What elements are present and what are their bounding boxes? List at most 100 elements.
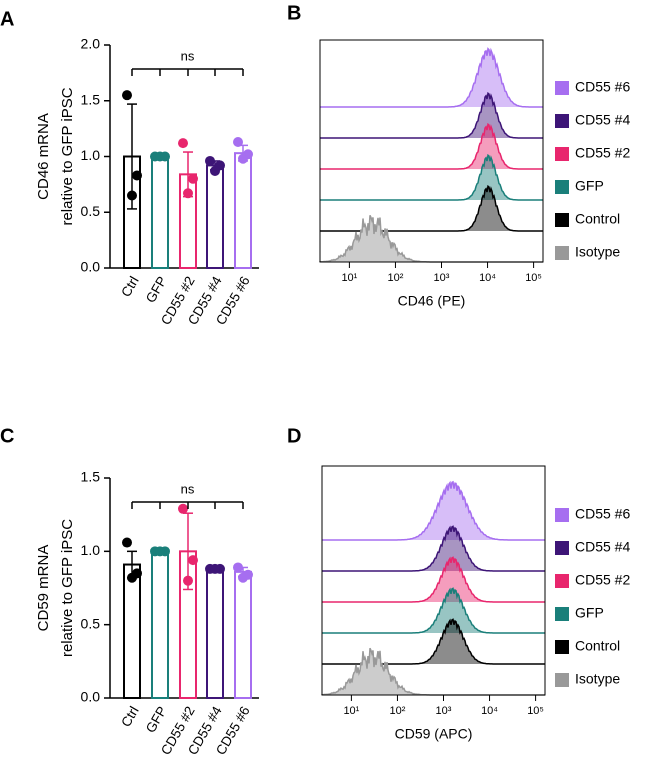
bar (234, 152, 252, 269)
histogram-fill (322, 481, 545, 540)
histogram-outline (322, 587, 545, 634)
histogram-outline (322, 480, 545, 541)
panel-label: B (287, 2, 301, 24)
data-point (210, 165, 220, 176)
legend-swatch (555, 114, 569, 128)
annotation: ns (181, 481, 195, 496)
histogram-fill (322, 648, 545, 695)
legend-swatch (555, 541, 569, 555)
y-tick-label: 0.5 (81, 615, 101, 631)
y-tick-label: 0.5 (81, 203, 101, 219)
legend-label: CD55 #4 (575, 112, 630, 128)
histogram-outline (320, 153, 543, 201)
legend-swatch (555, 147, 569, 161)
data-point (178, 503, 188, 514)
histogram-fill (320, 186, 543, 231)
x-tick-label: 10⁵ (525, 272, 542, 284)
annotation: ns (181, 48, 195, 63)
plot-frame (321, 465, 546, 696)
legend-swatch (555, 673, 569, 687)
legend-label: Control (575, 211, 620, 227)
y-axis-label: CD59 mRNA (35, 545, 52, 632)
data-point (155, 151, 165, 162)
x-tick-label: 10⁵ (527, 705, 544, 717)
data-point (210, 563, 220, 574)
data-point (127, 190, 137, 201)
data-point (188, 173, 198, 184)
histogram-fill (320, 124, 543, 169)
y-tick-label: 1.0 (81, 147, 101, 163)
histogram-outline (320, 122, 543, 170)
x-axis-label: CD59 (APC) (395, 726, 473, 742)
histogram-outline (320, 184, 543, 232)
histogram-fill (320, 215, 543, 262)
x-tick-label: GFP (143, 274, 170, 306)
histogram-fill (320, 155, 543, 200)
panel-label: D (287, 425, 301, 447)
legend-swatch (555, 508, 569, 522)
y-axis-label: CD46 mRNA (35, 113, 52, 200)
legend-swatch (555, 574, 569, 588)
panel-label: A (0, 8, 14, 30)
histogram-outline (320, 47, 543, 108)
bar (123, 563, 141, 699)
y-tick-label: 2.0 (81, 36, 101, 52)
data-point (132, 170, 142, 181)
legend-label: CD55 #2 (575, 145, 630, 161)
x-tick-label: 10¹ (343, 705, 359, 717)
bar (151, 550, 169, 699)
legend-label: GFP (575, 605, 604, 621)
histogram-outline (322, 618, 545, 665)
legend-label: CD55 #6 (575, 506, 630, 522)
legend-label: CD55 #6 (575, 79, 630, 95)
histogram-fill (320, 48, 543, 107)
bar (234, 570, 252, 699)
x-tick-label: GFP (143, 704, 170, 736)
bar (206, 567, 224, 700)
legend-label: Control (575, 638, 620, 654)
x-tick-label: 10² (389, 705, 405, 717)
data-point (238, 153, 248, 164)
data-point (122, 537, 132, 548)
data-point (188, 555, 198, 566)
legend-swatch (555, 81, 569, 95)
legend-swatch (555, 180, 569, 194)
data-point (238, 572, 248, 583)
histogram-outline (320, 91, 543, 139)
data-point (127, 572, 137, 583)
x-tick-label: Ctrl (118, 704, 141, 730)
x-tick-label: 10⁴ (481, 705, 498, 717)
legend-label: Isotype (575, 671, 620, 687)
bar (206, 164, 224, 269)
y-tick-label: 1.5 (81, 469, 101, 485)
data-point (233, 562, 243, 573)
legend-swatch (555, 213, 569, 227)
y-axis-label: relative to GFP iPSC (59, 87, 76, 225)
y-tick-label: 1.0 (81, 542, 101, 558)
legend-label: CD55 #4 (575, 539, 630, 555)
y-tick-label: 0.0 (81, 259, 101, 275)
data-point (178, 138, 188, 149)
x-axis-label: CD46 (PE) (398, 293, 466, 309)
legend-label: CD55 #2 (575, 572, 630, 588)
data-point (122, 90, 132, 101)
histogram-outline (322, 525, 545, 572)
plot-frame (319, 39, 544, 263)
legend-label: Isotype (575, 244, 620, 260)
bar (151, 155, 169, 269)
histogram-outline (322, 556, 545, 603)
legend-label: GFP (575, 178, 604, 194)
data-point (183, 575, 193, 586)
y-axis-label: relative to GFP iPSC (59, 519, 76, 657)
x-tick-label: 10³ (434, 272, 450, 284)
legend-swatch (555, 640, 569, 654)
y-tick-label: 0.0 (81, 689, 101, 705)
x-tick-label: 10³ (436, 705, 452, 717)
x-tick-label: 10² (387, 272, 403, 284)
x-tick-label: Ctrl (118, 274, 141, 300)
data-point (183, 188, 193, 199)
panel-label: C (0, 425, 14, 447)
y-tick-label: 1.5 (81, 91, 101, 107)
